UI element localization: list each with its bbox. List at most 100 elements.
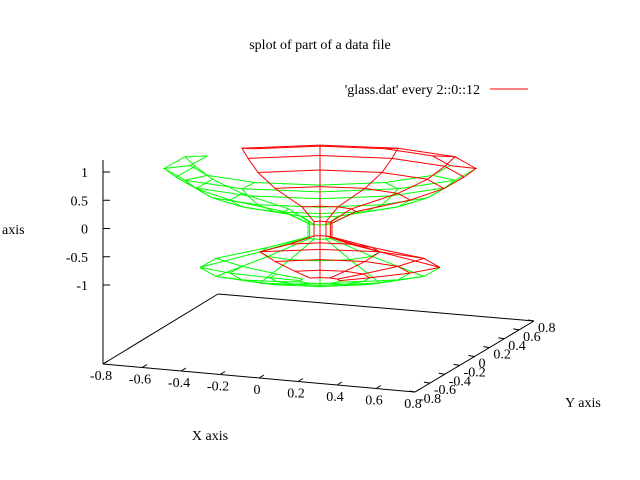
mesh-segment: [247, 155, 321, 159]
y-tick-label: 0.4: [508, 339, 526, 354]
mesh-segment: [319, 188, 399, 193]
mesh-meridian: [331, 165, 478, 282]
x-tick-label: 0: [254, 383, 261, 398]
mesh-segment: [283, 208, 290, 213]
x-tick-label: -0.6: [129, 373, 151, 388]
z-tick-label: 1: [81, 166, 88, 181]
x-tick-mark: [414, 388, 421, 393]
z-tick-label: 0.5: [71, 194, 89, 209]
mesh-segment: [423, 266, 441, 277]
base-box: [102, 160, 535, 393]
mesh-segment: [241, 188, 321, 193]
mesh-meridian: [183, 174, 311, 283]
y-tick-label: 0.8: [538, 321, 556, 336]
x-tick-mark: [141, 364, 148, 368]
mesh-segment: [319, 186, 366, 189]
y-ticks: -0.8-0.6-0.4-0.20 0.20.40.60.8: [408, 319, 556, 407]
mesh-segment: [274, 211, 321, 215]
mesh-segment: [363, 277, 371, 282]
z-tick-label: 0: [81, 223, 88, 238]
mesh-segment: [254, 145, 321, 150]
x-tick-mark: [219, 371, 226, 375]
legend: 'glass.dat' every 2::0::12: [345, 83, 528, 98]
x-tick-mark: [258, 374, 265, 379]
x-tick-mark: [102, 360, 109, 365]
mesh-segment: [259, 248, 321, 253]
mesh-segment: [423, 257, 441, 268]
y-tick-mark: [468, 355, 475, 357]
mesh-segment: [163, 156, 186, 169]
y-tick-mark: [408, 390, 416, 393]
mesh-segment: [195, 178, 213, 190]
x-tick-mark: [336, 381, 343, 386]
mesh-segment: [274, 284, 321, 288]
mesh-segment: [319, 248, 381, 253]
mesh-segment: [309, 237, 315, 240]
mesh-segment: [349, 255, 373, 261]
chart-title: splot of part of a data file: [249, 38, 391, 53]
y-axis-label: Y axis: [565, 396, 601, 411]
y-tick-mark: [498, 337, 505, 340]
y-tick-mark: [483, 346, 490, 349]
mesh-segment: [274, 259, 321, 262]
y-tick-label: -0.2: [464, 365, 486, 380]
mesh-segment: [325, 237, 331, 240]
x-tick-label: 0.4: [326, 390, 344, 405]
mesh-segment: [319, 169, 383, 173]
mesh-segment: [199, 257, 217, 268]
mesh-segment: [241, 144, 321, 149]
mesh-segment: [207, 174, 256, 183]
mesh-segment: [254, 182, 321, 186]
mesh-segment: [199, 266, 217, 277]
y-tick-label: 0.6: [523, 330, 541, 345]
mesh-meridian: [329, 155, 457, 280]
mesh-segment: [195, 187, 249, 197]
mesh-segment: [319, 215, 339, 218]
mesh-segment: [184, 179, 243, 190]
mesh-segment: [427, 178, 445, 190]
base-back-left: [102, 293, 219, 365]
mesh-segment: [319, 211, 366, 215]
mesh-segment: [337, 206, 352, 210]
x-tick-label: 0.6: [365, 394, 383, 409]
mesh-segment: [397, 179, 456, 190]
mesh-segment: [274, 186, 321, 189]
y-tick-mark: [527, 319, 535, 322]
mesh-meridian: [241, 147, 315, 279]
y-tick-mark: [423, 381, 430, 384]
mesh-segment: [294, 269, 321, 272]
mesh-segment: [301, 205, 321, 208]
mesh-segment: [350, 208, 357, 213]
mesh-segment: [319, 284, 366, 288]
x-tick-label: 0.8: [404, 397, 422, 412]
y-tick-mark: [438, 372, 445, 375]
y-tick-label: 0: [479, 357, 486, 372]
x-axis-label: X axis: [192, 429, 228, 444]
y-tick-label: -0.6: [434, 383, 456, 398]
surface-topside: [241, 144, 478, 282]
x-ticks: -0.8 -0.6 -0.4 -0.2 0 0.2 0.4 0.6 0.8: [90, 360, 422, 412]
mesh-segment: [289, 242, 321, 245]
mesh-segment: [397, 147, 456, 158]
y-tick-label: -0.8: [419, 392, 441, 407]
mesh-segment: [381, 172, 428, 180]
mesh-segment: [301, 215, 321, 218]
mesh-segment: [269, 273, 277, 279]
mesh-segment: [364, 187, 398, 194]
mesh-segment: [397, 272, 411, 281]
x-tick-mark: [180, 367, 187, 372]
mesh-segment: [319, 145, 386, 150]
y-tick-mark: [513, 328, 520, 331]
mesh-segment: [397, 265, 411, 274]
mesh-segment: [229, 272, 243, 281]
mesh-segment: [444, 165, 465, 178]
mesh-segment: [384, 148, 433, 157]
mesh-segment: [364, 261, 398, 267]
x-tick-mark: [375, 385, 382, 389]
mesh-segment: [319, 155, 393, 159]
mesh-segment: [319, 195, 393, 200]
z-tick-label: -0.5: [66, 251, 88, 266]
mesh-segment: [175, 165, 196, 178]
mesh-segment: [319, 182, 386, 186]
